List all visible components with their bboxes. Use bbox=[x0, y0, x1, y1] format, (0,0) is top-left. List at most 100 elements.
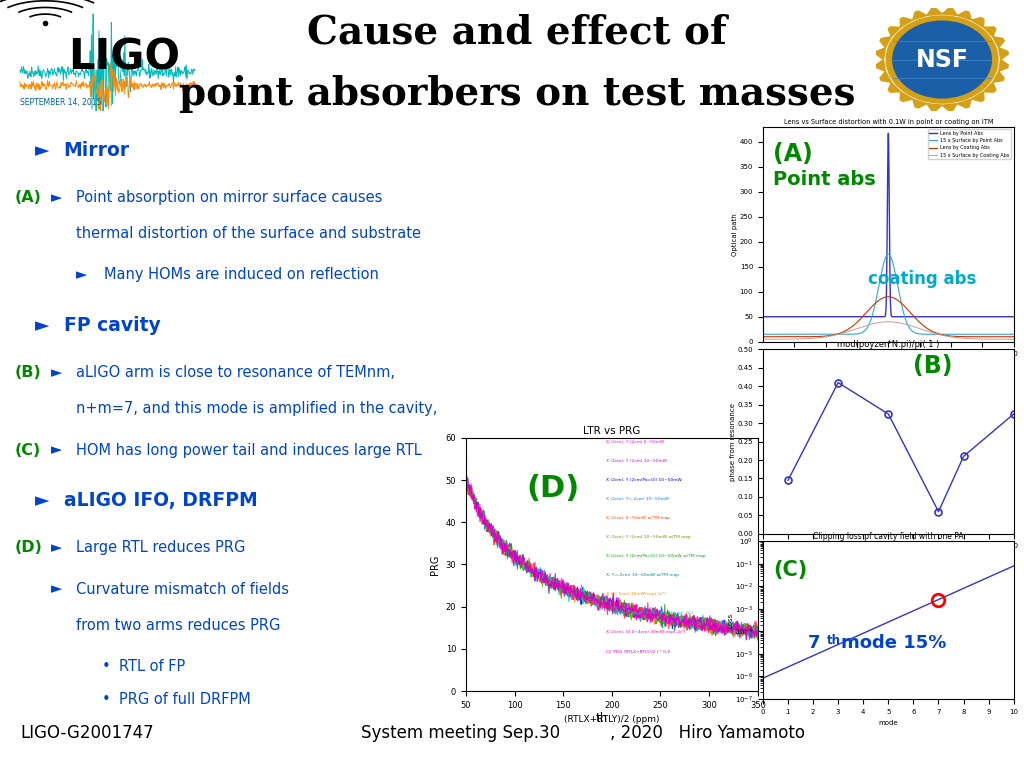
Text: •: • bbox=[101, 692, 111, 707]
Legend: Lens by Point Abs, 15 x Surface by Point Abs, Lens by Coating Abs, 15 x Surface : Lens by Point Abs, 15 x Surface by Point… bbox=[928, 129, 1012, 159]
15 x Surface by Coating Abs bbox=[882, 317, 894, 326]
Text: coating abs: coating abs bbox=[868, 270, 977, 288]
Text: HOM has long power tail and induces large RTL: HOM has long power tail and induces larg… bbox=[76, 442, 422, 458]
Line: 15 x Surface by Point Abs: 15 x Surface by Point Abs bbox=[763, 254, 1014, 334]
Text: ►: ► bbox=[35, 316, 49, 335]
Polygon shape bbox=[888, 82, 901, 92]
Polygon shape bbox=[983, 82, 996, 92]
Text: LIGO-G2001747: LIGO-G2001747 bbox=[20, 724, 154, 743]
15 x Surface by Point Abs bbox=[957, 329, 970, 339]
Text: Point abs: Point abs bbox=[773, 170, 876, 189]
Text: LIGO: LIGO bbox=[69, 37, 180, 78]
Text: Large RTL reduces PRG: Large RTL reduces PRG bbox=[76, 540, 246, 554]
Text: FP cavity: FP cavity bbox=[63, 316, 161, 335]
Polygon shape bbox=[912, 99, 927, 108]
Title: Lens vs Surface distortion with 0.1W in point or coating on ITM: Lens vs Surface distortion with 0.1W in … bbox=[783, 119, 993, 125]
Polygon shape bbox=[957, 11, 972, 20]
Text: Many HOMs are induced on reflection: Many HOMs are induced on reflection bbox=[103, 267, 379, 283]
Polygon shape bbox=[927, 8, 942, 15]
Text: X (2cm), Y=-2cm) 10~50mW: X (2cm), Y=-2cm) 10~50mW bbox=[606, 498, 669, 502]
Text: ►: ► bbox=[51, 540, 62, 554]
Text: aLIGO IFO, DRFPM: aLIGO IFO, DRFPM bbox=[63, 492, 257, 510]
Text: Mirror: Mirror bbox=[63, 141, 130, 160]
Text: X, Y=-2cm) 10~50mW w/TM map: X, Y=-2cm) 10~50mW w/TM map bbox=[606, 574, 679, 578]
Polygon shape bbox=[900, 92, 912, 101]
Line: Lens by Coating Abs: Lens by Coating Abs bbox=[763, 296, 1014, 336]
Text: X (0~5cm) 30mW(exp(-2r²): X (0~5cm) 30mW(exp(-2r²) bbox=[606, 592, 666, 597]
Polygon shape bbox=[912, 11, 927, 20]
Lens by Point Abs bbox=[957, 312, 970, 321]
Lens by Coating Abs bbox=[858, 310, 870, 319]
Text: mode 15%: mode 15% bbox=[841, 634, 946, 651]
Y-axis label: Optical path: Optical path bbox=[732, 213, 738, 256]
Lens by Coating Abs bbox=[957, 332, 970, 341]
Text: NSF: NSF bbox=[915, 48, 969, 71]
Polygon shape bbox=[993, 37, 1005, 48]
Text: 7: 7 bbox=[808, 634, 820, 651]
Polygon shape bbox=[998, 48, 1009, 60]
Polygon shape bbox=[876, 48, 886, 60]
15 x Surface by Point Abs bbox=[929, 329, 941, 339]
Text: ►: ► bbox=[51, 442, 62, 458]
Lens by Point Abs bbox=[882, 129, 894, 138]
Polygon shape bbox=[900, 18, 912, 27]
Text: PRG of full DRFPM: PRG of full DRFPM bbox=[120, 692, 251, 707]
Lens by Coating Abs bbox=[867, 300, 880, 310]
X-axis label: (RTLX+RTLY)/2 (ppm): (RTLX+RTLY)/2 (ppm) bbox=[564, 716, 659, 724]
15 x Surface by Coating Abs bbox=[867, 319, 880, 328]
Text: n+m=7, and this mode is amplified in the cavity,: n+m=7, and this mode is amplified in the… bbox=[76, 401, 437, 415]
Lens by Coating Abs bbox=[929, 328, 941, 337]
Text: System meeting Sep.30: System meeting Sep.30 bbox=[361, 724, 560, 743]
15 x Surface by Point Abs bbox=[1008, 329, 1020, 339]
Text: ►: ► bbox=[35, 492, 49, 510]
Text: X (2cm), Y (2cm(Pa=0)) 10~50mW: X (2cm), Y (2cm(Pa=0)) 10~50mW bbox=[606, 478, 682, 482]
Text: X (2cm), Y (2cm) 0~50mW: X (2cm), Y (2cm) 0~50mW bbox=[606, 440, 665, 445]
Polygon shape bbox=[993, 71, 1005, 82]
Circle shape bbox=[893, 22, 991, 98]
Polygon shape bbox=[888, 27, 901, 37]
Text: RTL of FP: RTL of FP bbox=[120, 660, 185, 674]
Text: X (2cm), Y (2cm) 10~50mW: X (2cm), Y (2cm) 10~50mW bbox=[606, 459, 667, 463]
15 x Surface by Coating Abs bbox=[858, 322, 870, 331]
Polygon shape bbox=[942, 8, 957, 15]
Polygon shape bbox=[942, 104, 957, 111]
Text: ►: ► bbox=[51, 190, 62, 204]
15 x Surface by Point Abs bbox=[858, 326, 870, 336]
Y-axis label: phase from resonance: phase from resonance bbox=[730, 402, 736, 481]
15 x Surface by Coating Abs bbox=[1008, 335, 1020, 344]
Lens by Point Abs bbox=[757, 312, 769, 321]
Polygon shape bbox=[927, 104, 942, 111]
Text: aLIGO arm is close to resonance of TEMnm,: aLIGO arm is close to resonance of TEMnm… bbox=[76, 365, 395, 379]
Lens by Coating Abs bbox=[782, 332, 795, 341]
Lens by Point Abs bbox=[867, 312, 880, 321]
Text: (D): (D) bbox=[526, 474, 581, 503]
Text: ►: ► bbox=[76, 267, 87, 283]
Text: point absorbers on test masses: point absorbers on test masses bbox=[179, 74, 855, 113]
Text: Curvature mismatch of fields: Curvature mismatch of fields bbox=[76, 581, 289, 597]
Lens by Point Abs bbox=[1008, 312, 1020, 321]
15 x Surface by Coating Abs bbox=[957, 333, 970, 343]
15 x Surface by Point Abs bbox=[882, 250, 894, 259]
Polygon shape bbox=[998, 60, 1009, 71]
15 x Surface by Coating Abs bbox=[952, 333, 965, 343]
Text: X (2cm), Y (-4cm~4cm) 30mW(exp(-2r²): X (2cm), Y (-4cm~4cm) 30mW(exp(-2r²) bbox=[606, 611, 693, 615]
Y-axis label: PRG: PRG bbox=[430, 554, 440, 574]
Polygon shape bbox=[972, 18, 984, 27]
Text: ►: ► bbox=[51, 365, 62, 379]
Text: thermal distortion of the surface and substrate: thermal distortion of the surface and su… bbox=[76, 226, 421, 240]
Text: (B): (B) bbox=[14, 365, 41, 379]
Text: th: th bbox=[595, 713, 607, 725]
Text: (A): (A) bbox=[773, 142, 813, 166]
Text: •: • bbox=[101, 660, 111, 674]
Lens by Coating Abs bbox=[882, 292, 894, 301]
Lens by Point Abs bbox=[782, 312, 795, 321]
Lens by Point Abs bbox=[929, 312, 941, 321]
Text: (D): (D) bbox=[14, 540, 43, 554]
Line: Lens by Point Abs: Lens by Point Abs bbox=[763, 134, 1014, 316]
Text: (A): (A) bbox=[14, 190, 42, 204]
Lens by Point Abs bbox=[952, 312, 965, 321]
Text: ►: ► bbox=[35, 141, 49, 160]
Text: X (2cm), (0.0~4cm) 30mW(exp(-2r²): X (2cm), (0.0~4cm) 30mW(exp(-2r²) bbox=[606, 631, 685, 634]
Lens by Coating Abs bbox=[952, 332, 965, 341]
Polygon shape bbox=[957, 99, 972, 108]
